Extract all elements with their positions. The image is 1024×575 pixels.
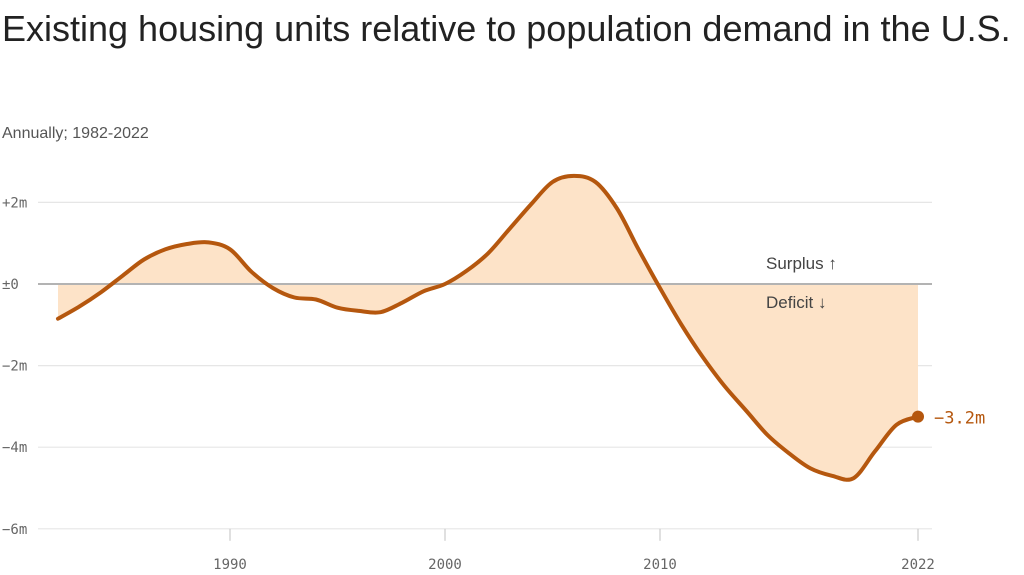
chart-subtitle: Annually; 1982-2022 [2,125,149,142]
area-fill [58,175,918,480]
y-tick-label: −2m [2,359,27,375]
surplus-annotation: Surplus ↑ [766,254,837,273]
end-value-label: −3.2m [934,409,985,429]
series-line [56,173,920,482]
x-axis-labels: 1990 2000 2010 2022 [213,557,935,573]
x-tick-label: 2022 [901,557,935,573]
chart-title: Existing housing units relative to popul… [2,8,1011,49]
y-axis-labels: +2m ±0 −2m −4m −6m [2,195,27,537]
x-tick-label: 1990 [213,557,247,573]
y-tick-label: +2m [2,195,27,211]
end-point-marker [912,410,924,423]
y-tick-label: −4m [2,440,27,456]
x-tick-marks [229,528,919,541]
x-tick-label: 2010 [643,557,677,573]
deficit-annotation: Deficit ↓ [766,293,826,312]
x-tick-label: 2000 [428,557,462,573]
y-tick-label: −6m [2,522,27,538]
y-tick-label: ±0 [2,277,19,293]
